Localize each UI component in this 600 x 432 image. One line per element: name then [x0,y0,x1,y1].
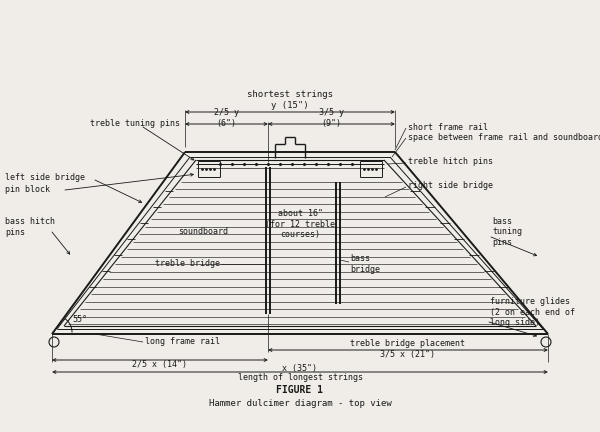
Text: bass
bridge: bass bridge [350,254,380,274]
Text: 3/5 x (21"): 3/5 x (21") [380,350,436,359]
Text: 3/5 y
(9"): 3/5 y (9") [319,108,344,128]
Text: soundboard: soundboard [178,228,228,236]
Text: treble bridge: treble bridge [155,260,220,269]
Text: long frame rail: long frame rail [145,337,220,346]
Text: left side bridge: left side bridge [5,172,85,181]
Text: Hammer dulcimer diagram - top view: Hammer dulcimer diagram - top view [209,400,391,409]
Text: shortest strings
y (15"): shortest strings y (15") [247,90,333,110]
Text: about 16"
(for 12 treble
courses): about 16" (for 12 treble courses) [265,209,335,239]
Text: furniture glides
(2 on each end of
long side): furniture glides (2 on each end of long … [490,297,575,327]
Text: 55°: 55° [72,314,87,324]
Text: right side bridge: right side bridge [408,181,493,191]
Text: 2/5 x (14"): 2/5 x (14") [133,360,187,369]
Text: short frame rail: short frame rail [408,123,488,131]
Text: 2/5 y
(6"): 2/5 y (6") [214,108,239,128]
Text: treble tuning pins: treble tuning pins [90,120,180,128]
Text: treble hitch pins: treble hitch pins [408,158,493,166]
Text: pin block: pin block [5,185,50,194]
Text: bass hitch
pins: bass hitch pins [5,217,55,237]
Text: FIGURE 1: FIGURE 1 [277,385,323,395]
Text: space between frame rail and soundboard: space between frame rail and soundboard [408,133,600,142]
Text: treble bridge placement: treble bridge placement [350,340,466,349]
Text: length of longest strings: length of longest strings [238,374,362,382]
Text: bass
tuning
pins: bass tuning pins [492,217,522,247]
Text: x (35"): x (35") [283,363,317,372]
